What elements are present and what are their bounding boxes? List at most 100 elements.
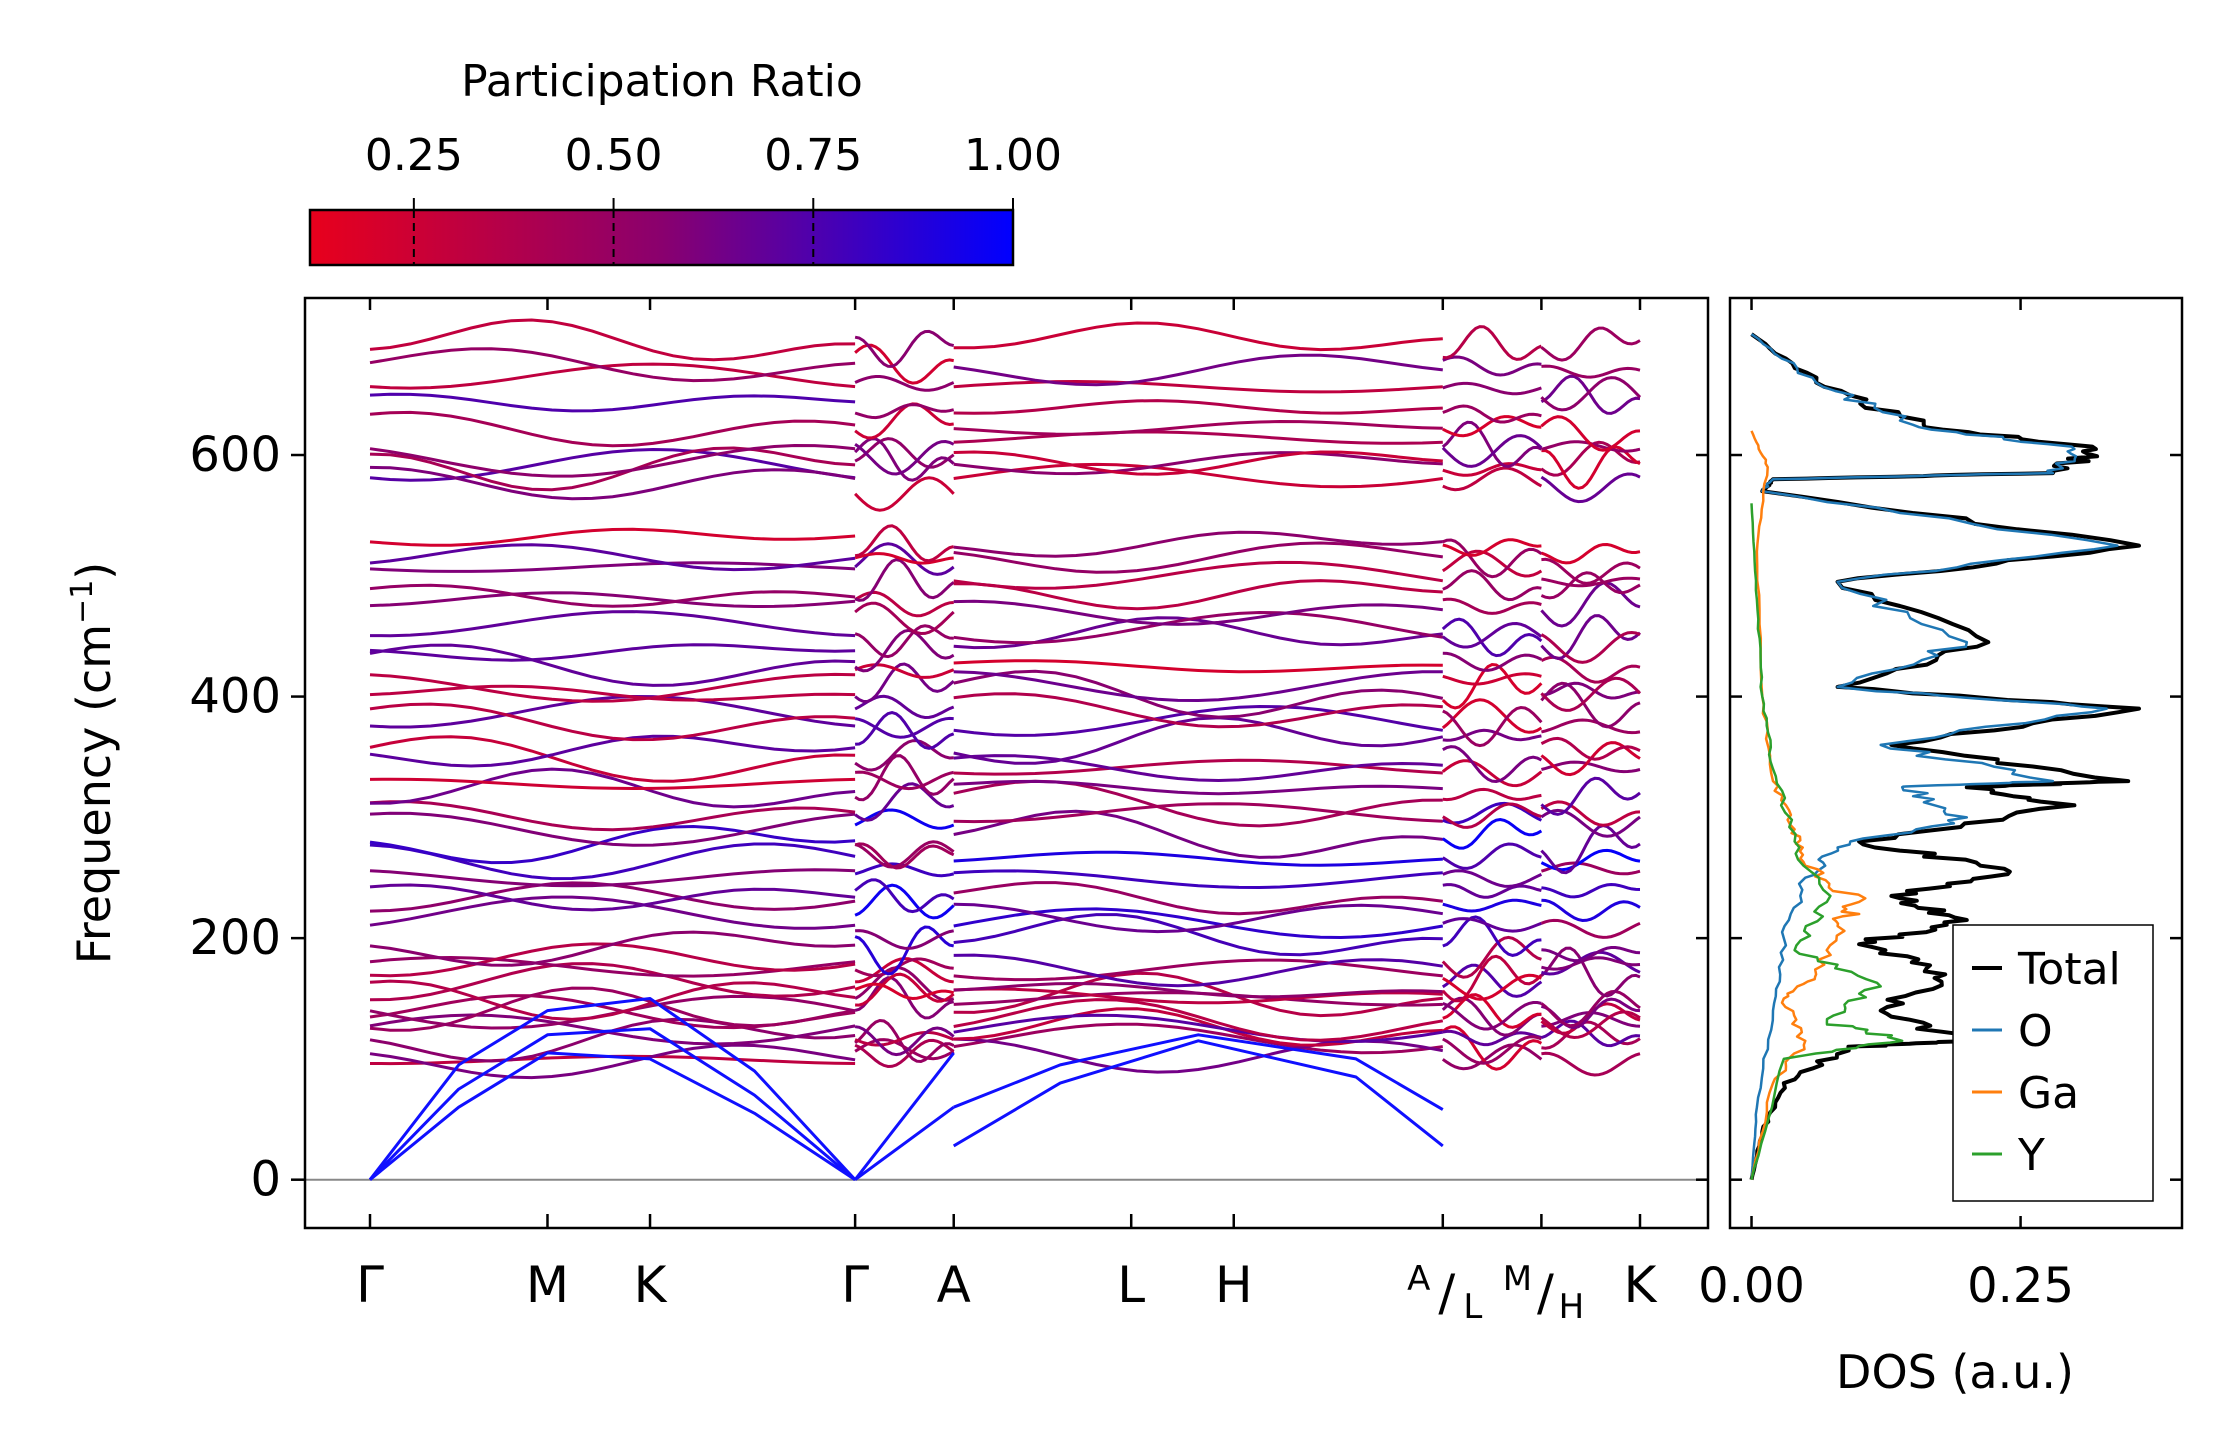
phonon-branch <box>953 450 1443 476</box>
phonon-branch <box>1441 1043 1543 1071</box>
phonon-branch <box>953 779 1443 796</box>
phonon-branch <box>953 692 1443 729</box>
kpoint-split-label: A / L <box>1407 1259 1482 1327</box>
phonon-branch <box>369 561 856 573</box>
legend-label: Y <box>2017 1130 2045 1181</box>
phonon-branch <box>953 670 1443 703</box>
phonon-branch <box>953 353 1443 387</box>
phonon-branch <box>369 824 856 865</box>
kpoint-split-bottom: H <box>1559 1287 1585 1327</box>
phonon-branch <box>1541 1020 1641 1050</box>
phonon-branch <box>1540 776 1641 816</box>
phonon-branch <box>854 524 955 563</box>
kpoint-split-top: M <box>1503 1259 1532 1299</box>
kpoint-label: A <box>937 1256 971 1314</box>
phonon-branch <box>1540 1019 1641 1048</box>
phonon-branch <box>854 403 955 420</box>
phonon-branch <box>953 669 1444 719</box>
colorbar-tick-label: 0.50 <box>565 130 663 181</box>
phonon-branch <box>953 850 1443 867</box>
phonon-branch <box>854 754 955 802</box>
legend-label: Ga <box>2018 1068 2079 1119</box>
dos-x-axis-label: DOS (a.u.) <box>1836 1345 2074 1399</box>
phonon-branch <box>1540 1010 1641 1040</box>
phonon-branch <box>369 318 856 362</box>
band-y-ticks: 0 200 400 600 <box>189 427 1708 1208</box>
phonon-branch <box>953 430 1443 445</box>
phonon-branch <box>369 684 856 702</box>
phonon-branch <box>1540 676 1642 712</box>
phonon-branch <box>1540 581 1641 628</box>
phonon-branch <box>953 579 1443 611</box>
phonon-branch <box>369 986 856 1032</box>
phonon-branch <box>854 739 954 772</box>
phonon-branch <box>1441 817 1543 850</box>
phonon-branch <box>1442 1001 1542 1031</box>
y-tick-label: 400 <box>189 669 281 725</box>
phonon-branch <box>369 446 856 492</box>
phonon-branch <box>1442 462 1542 477</box>
phonon-branch <box>369 735 856 783</box>
acoustic-branch <box>953 1033 1444 1111</box>
phonon-branch <box>1540 326 1641 362</box>
phonon-branch <box>369 694 856 729</box>
phonon-branch <box>1442 325 1543 361</box>
phonon-branch <box>854 1031 955 1047</box>
acoustic-branch <box>952 1039 1444 1148</box>
phonon-branch <box>1541 681 1641 700</box>
kpoint-split-label: M / H <box>1503 1259 1584 1327</box>
kpoint-label: K <box>1624 1256 1658 1314</box>
kpoint-split-bottom: L <box>1463 1287 1482 1327</box>
y-tick-label: 600 <box>189 427 281 483</box>
acoustic-branch <box>854 1105 955 1181</box>
phonon-branch <box>1442 672 1542 686</box>
phonon-branch <box>854 925 954 976</box>
phonon-branch <box>854 329 955 368</box>
phonon-branch <box>1540 376 1642 412</box>
colorbar: Participation Ratio 0.25 0.50 0.75 1.00 <box>308 56 1062 267</box>
phonon-branch <box>369 811 856 847</box>
phonon-branch <box>369 610 856 638</box>
phonon-branch <box>1541 576 1641 588</box>
phonon-branch <box>1540 374 1641 415</box>
phonon-branch <box>369 883 856 912</box>
phonon-branch <box>1540 681 1641 729</box>
phonon-branch <box>1541 445 1641 490</box>
phonon-branch <box>369 777 856 791</box>
phonon-branch <box>855 972 955 1007</box>
phonon-branch <box>1540 736 1641 761</box>
phonon-branch <box>369 583 856 608</box>
phonon-branch <box>953 379 1443 394</box>
phonon-branch <box>854 1025 955 1057</box>
phonon-branch <box>854 1018 955 1064</box>
legend-label: O <box>2018 1006 2053 1057</box>
y-axis-label-tail: ) <box>67 562 121 580</box>
phonon-branch <box>953 716 1444 765</box>
kpoint-split-slash: / <box>1537 1264 1554 1322</box>
phonon-branch <box>953 981 1443 999</box>
phonon-branch <box>1441 842 1542 870</box>
phonon-branch <box>1441 617 1543 658</box>
phonon-branch <box>953 462 1443 489</box>
phonon-branch <box>369 347 856 383</box>
band-lines <box>305 318 1708 1181</box>
phonon-branch <box>369 465 856 501</box>
phonon-branch <box>369 392 856 413</box>
phonon-branch <box>854 878 955 914</box>
phonon-branch <box>854 982 955 1001</box>
phonon-branch <box>369 800 856 832</box>
y-axis-label: Frequency (cm−1) <box>65 562 121 965</box>
phonon-branch <box>953 754 1443 783</box>
dos-series-o <box>1750 333 2119 1180</box>
phonon-branch <box>854 883 955 920</box>
phonon-branch <box>1540 472 1641 504</box>
phonon-branch <box>1442 597 1542 615</box>
phonon-branch <box>1442 801 1543 825</box>
dos-legend: Total O Ga Y <box>1952 924 2154 1202</box>
phonon-branch <box>854 343 954 385</box>
phonon-branch <box>369 362 856 390</box>
phonon-branch <box>369 443 856 478</box>
